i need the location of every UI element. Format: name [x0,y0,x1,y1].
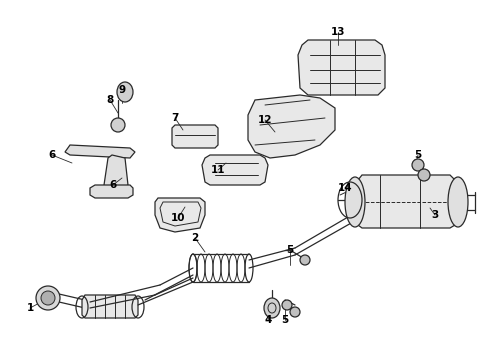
Text: 4: 4 [264,315,271,325]
Text: 5: 5 [415,150,421,160]
Text: 7: 7 [172,113,179,123]
Polygon shape [298,40,385,95]
Text: 9: 9 [119,85,125,95]
Polygon shape [65,145,135,158]
Text: 12: 12 [258,115,272,125]
Polygon shape [202,155,268,185]
Text: 6: 6 [109,180,117,190]
Text: 8: 8 [106,95,114,105]
Text: 3: 3 [431,210,439,220]
Ellipse shape [111,118,125,132]
Ellipse shape [448,177,468,227]
Ellipse shape [345,177,365,227]
Text: 11: 11 [211,165,225,175]
Polygon shape [155,198,205,232]
Polygon shape [90,185,133,198]
Text: 10: 10 [171,213,185,223]
Ellipse shape [418,169,430,181]
Ellipse shape [41,291,55,305]
Ellipse shape [282,300,292,310]
Polygon shape [172,125,218,148]
Ellipse shape [412,159,424,171]
Polygon shape [355,175,458,228]
Ellipse shape [117,82,133,102]
Ellipse shape [36,286,60,310]
Text: 5: 5 [286,245,294,255]
Text: 5: 5 [281,315,289,325]
Polygon shape [82,295,138,318]
Text: 1: 1 [26,303,34,313]
Text: 2: 2 [192,233,198,243]
Ellipse shape [264,298,280,318]
Polygon shape [248,95,335,158]
Ellipse shape [300,255,310,265]
Ellipse shape [290,307,300,317]
Text: 6: 6 [49,150,56,160]
Polygon shape [104,155,128,188]
Text: 14: 14 [338,183,352,193]
Text: 13: 13 [331,27,345,37]
